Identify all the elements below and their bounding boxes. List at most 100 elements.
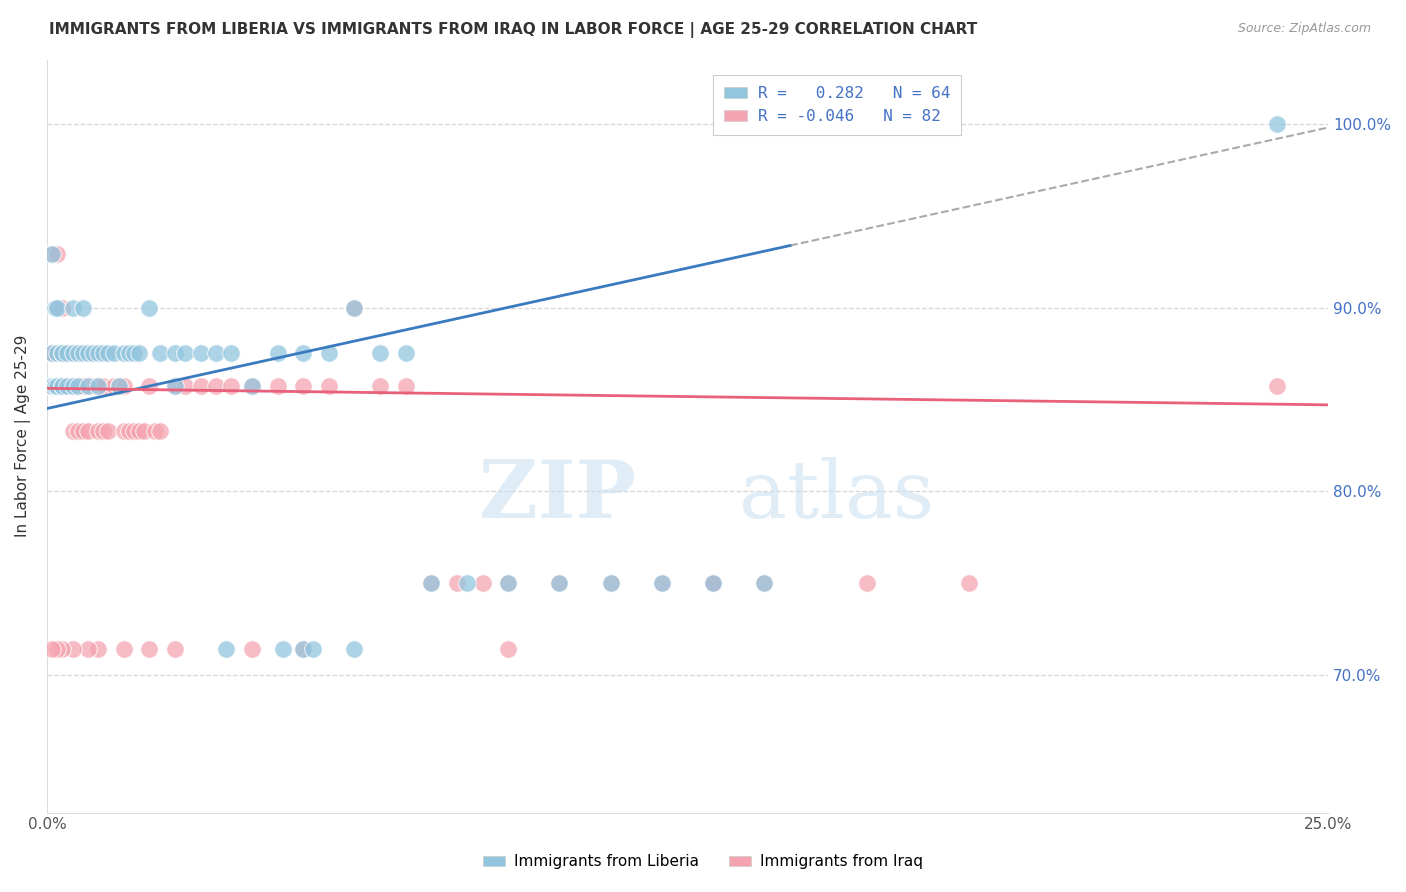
- Point: [62, 642, 84, 657]
- Point: [46, 379, 69, 393]
- Point: [56, 379, 79, 393]
- Point: [420, 576, 443, 591]
- Point: [51, 642, 73, 657]
- Point: [62, 301, 84, 315]
- Point: [118, 346, 141, 360]
- Text: IMMIGRANTS FROM LIBERIA VS IMMIGRANTS FROM IRAQ IN LABOR FORCE | AGE 25-29 CORRE: IMMIGRANTS FROM LIBERIA VS IMMIGRANTS FR…: [49, 22, 977, 38]
- Point: [205, 346, 228, 360]
- Point: [240, 379, 263, 393]
- Point: [496, 576, 519, 591]
- Point: [240, 379, 263, 393]
- Point: [702, 576, 724, 591]
- Point: [856, 576, 879, 591]
- Point: [46, 247, 69, 261]
- Point: [87, 379, 110, 393]
- Point: [51, 301, 73, 315]
- Point: [754, 576, 776, 591]
- Point: [51, 379, 73, 393]
- Point: [149, 346, 172, 360]
- Point: [599, 576, 621, 591]
- Point: [134, 424, 156, 438]
- Point: [122, 346, 145, 360]
- Point: [107, 379, 129, 393]
- Point: [72, 424, 94, 438]
- Point: [496, 642, 519, 657]
- Point: [420, 576, 443, 591]
- Point: [41, 247, 63, 261]
- Point: [77, 379, 100, 393]
- Point: [138, 301, 160, 315]
- Point: [292, 346, 315, 360]
- Point: [702, 576, 724, 591]
- Point: [72, 301, 94, 315]
- Point: [51, 379, 73, 393]
- Point: [41, 346, 63, 360]
- Point: [165, 379, 187, 393]
- Point: [190, 346, 212, 360]
- Point: [66, 346, 89, 360]
- Point: [66, 346, 89, 360]
- Point: [343, 301, 366, 315]
- Point: [138, 379, 160, 393]
- Point: [77, 424, 100, 438]
- Point: [77, 642, 100, 657]
- Point: [471, 576, 494, 591]
- Text: ZIP: ZIP: [479, 458, 637, 535]
- Text: atlas: atlas: [738, 458, 934, 535]
- Point: [957, 576, 980, 591]
- Point: [343, 301, 366, 315]
- Point: [754, 576, 776, 591]
- Point: [702, 576, 724, 591]
- Point: [548, 576, 571, 591]
- Point: [240, 642, 263, 657]
- Point: [62, 346, 84, 360]
- Point: [548, 576, 571, 591]
- Point: [318, 346, 340, 360]
- Point: [51, 346, 73, 360]
- Point: [266, 379, 288, 393]
- Point: [41, 379, 63, 393]
- Point: [97, 346, 120, 360]
- Point: [599, 576, 621, 591]
- Point: [368, 346, 391, 360]
- Point: [66, 424, 89, 438]
- Point: [128, 424, 150, 438]
- Point: [138, 642, 160, 657]
- Point: [46, 301, 69, 315]
- Point: [221, 346, 243, 360]
- Point: [343, 642, 366, 657]
- Y-axis label: In Labor Force | Age 25-29: In Labor Force | Age 25-29: [15, 334, 31, 537]
- Point: [266, 346, 288, 360]
- Point: [56, 346, 79, 360]
- Point: [103, 379, 125, 393]
- Point: [46, 346, 69, 360]
- Point: [87, 424, 110, 438]
- Point: [44, 346, 66, 360]
- Point: [72, 346, 94, 360]
- Point: [41, 346, 63, 360]
- Point: [44, 301, 66, 315]
- Point: [46, 379, 69, 393]
- Point: [77, 379, 100, 393]
- Point: [62, 424, 84, 438]
- Point: [72, 379, 94, 393]
- Point: [51, 346, 73, 360]
- Point: [41, 247, 63, 261]
- Point: [93, 346, 115, 360]
- Point: [41, 379, 63, 393]
- Point: [651, 576, 673, 591]
- Point: [496, 576, 519, 591]
- Point: [292, 379, 315, 393]
- Point: [174, 379, 197, 393]
- Point: [112, 379, 135, 393]
- Point: [1265, 379, 1288, 393]
- Point: [82, 379, 104, 393]
- Point: [82, 346, 104, 360]
- Point: [62, 379, 84, 393]
- Legend: Immigrants from Liberia, Immigrants from Iraq: Immigrants from Liberia, Immigrants from…: [477, 848, 929, 875]
- Point: [165, 346, 187, 360]
- Point: [51, 346, 73, 360]
- Point: [38, 379, 60, 393]
- Point: [395, 379, 418, 393]
- Point: [93, 379, 115, 393]
